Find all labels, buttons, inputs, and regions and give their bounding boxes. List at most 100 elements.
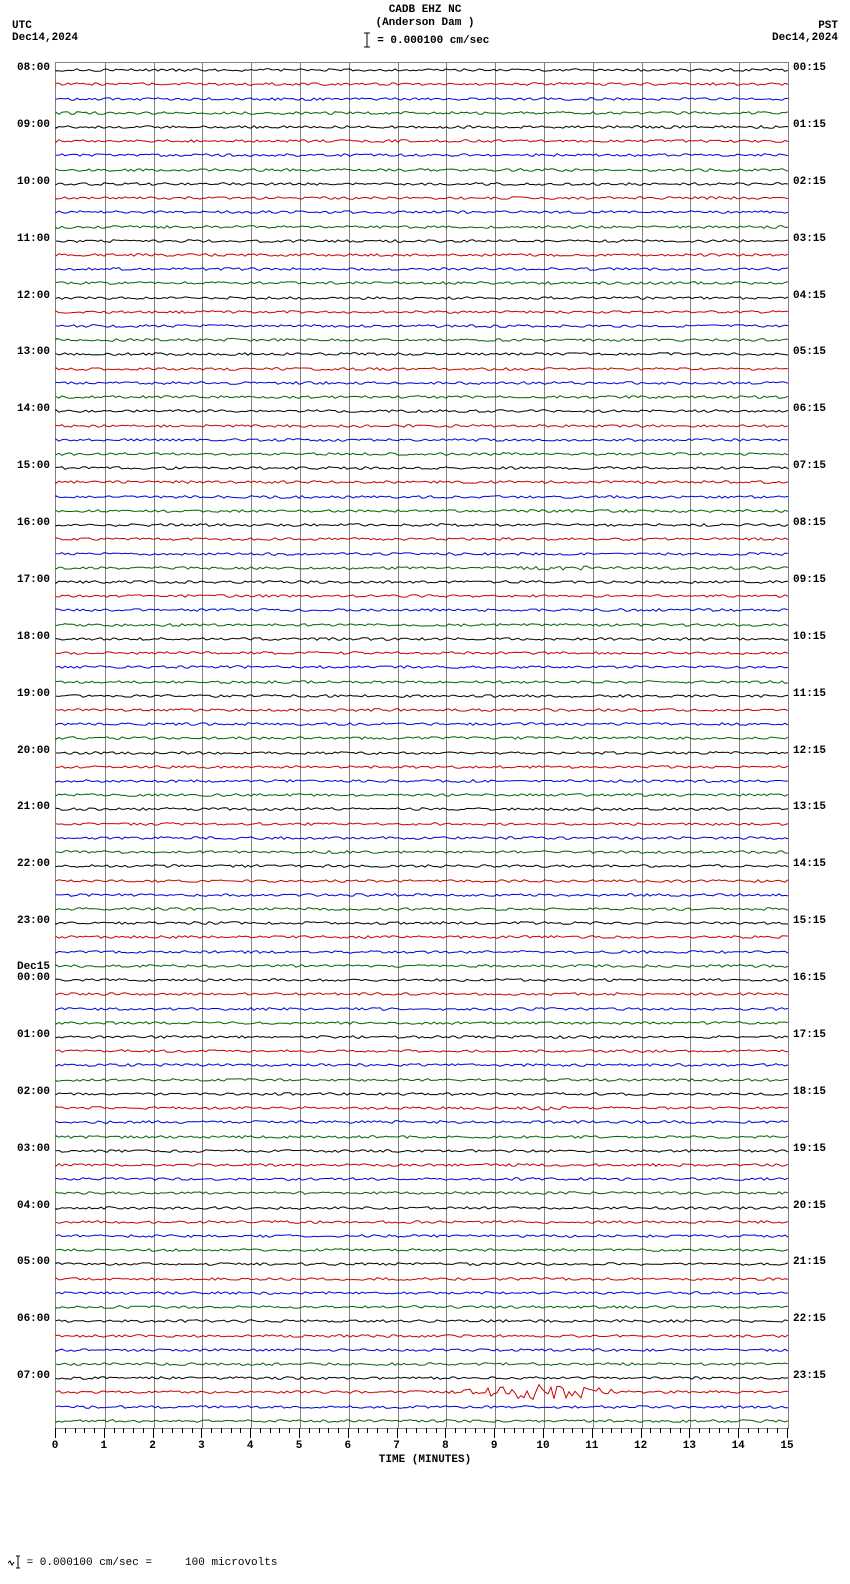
pst-time-label: 23:15 — [793, 1370, 848, 1382]
x-tick-label: 7 — [393, 1440, 400, 1452]
x-tick-major — [397, 1428, 398, 1438]
x-tick-major — [787, 1428, 788, 1438]
x-tick-label: 6 — [344, 1440, 351, 1452]
x-tick-minor — [240, 1428, 241, 1433]
x-tick-minor — [650, 1428, 651, 1433]
x-tick-minor — [631, 1428, 632, 1433]
pst-time-label: 08:15 — [793, 517, 848, 529]
x-tick-major — [299, 1428, 300, 1438]
x-tick-minor — [75, 1428, 76, 1433]
utc-time-label: 21:00 — [0, 801, 50, 813]
x-tick-minor — [182, 1428, 183, 1433]
utc-time-label: 15:00 — [0, 460, 50, 472]
x-tick-minor — [377, 1428, 378, 1433]
seismogram-container: CADB EHZ NC (Anderson Dam ) = 0.000100 c… — [0, 0, 850, 1584]
x-tick-minor — [523, 1428, 524, 1433]
x-tick-major — [250, 1428, 251, 1438]
x-tick-label: 13 — [683, 1440, 696, 1452]
x-tick-minor — [572, 1428, 573, 1433]
day-label: Dec15 — [17, 961, 50, 973]
utc-time-label: 01:00 — [0, 1029, 50, 1041]
x-tick-label: 11 — [585, 1440, 598, 1452]
utc-time-label: 10:00 — [0, 176, 50, 188]
x-tick-minor — [514, 1428, 515, 1433]
footer-scale-icon — [8, 1555, 20, 1569]
pst-time-label: 22:15 — [793, 1313, 848, 1325]
x-tick-minor — [426, 1428, 427, 1433]
pst-time-label: 02:15 — [793, 176, 848, 188]
utc-time-label: 22:00 — [0, 858, 50, 870]
x-tick-minor — [699, 1428, 700, 1433]
pst-time-label: 00:15 — [793, 62, 848, 74]
header: CADB EHZ NC (Anderson Dam ) = 0.000100 c… — [0, 4, 850, 48]
x-tick-minor — [143, 1428, 144, 1433]
x-tick-major — [494, 1428, 495, 1438]
pst-time-label: 18:15 — [793, 1086, 848, 1098]
utc-time-label: 18:00 — [0, 631, 50, 643]
x-tick-minor — [436, 1428, 437, 1433]
pst-time-label: 19:15 — [793, 1143, 848, 1155]
x-tick-minor — [621, 1428, 622, 1433]
pst-time-label: 01:15 — [793, 119, 848, 131]
x-tick-major — [55, 1428, 56, 1438]
x-tick-label: 0 — [52, 1440, 59, 1452]
x-tick-major — [738, 1428, 739, 1438]
pst-time-label: 09:15 — [793, 574, 848, 586]
x-tick-minor — [309, 1428, 310, 1433]
x-tick-minor — [133, 1428, 134, 1433]
scale-indicator: = 0.000100 cm/sec — [0, 32, 850, 48]
scale-bar-icon — [361, 32, 371, 48]
x-tick-minor — [279, 1428, 280, 1433]
utc-time-label: 11:00 — [0, 233, 50, 245]
pst-time-label: 03:15 — [793, 233, 848, 245]
x-tick-major — [641, 1428, 642, 1438]
tz-left: UTC — [12, 20, 78, 32]
x-tick-minor — [114, 1428, 115, 1433]
pst-time-label: 21:15 — [793, 1256, 848, 1268]
pst-time-label: 15:15 — [793, 915, 848, 927]
utc-time-label: 09:00 — [0, 119, 50, 131]
x-tick-minor — [563, 1428, 564, 1433]
x-tick-minor — [680, 1428, 681, 1433]
x-tick-minor — [192, 1428, 193, 1433]
x-tick-major — [348, 1428, 349, 1438]
x-tick-label: 2 — [149, 1440, 156, 1452]
x-tick-minor — [65, 1428, 66, 1433]
x-tick-major — [104, 1428, 105, 1438]
x-tick-label: 8 — [442, 1440, 449, 1452]
x-tick-minor — [319, 1428, 320, 1433]
x-tick-minor — [728, 1428, 729, 1433]
x-tick-minor — [94, 1428, 95, 1433]
x-tick-minor — [328, 1428, 329, 1433]
pst-time-label: 10:15 — [793, 631, 848, 643]
footer: = 0.000100 cm/sec = 100 microvolts — [8, 1555, 277, 1569]
utc-time-label: 16:00 — [0, 517, 50, 529]
x-tick-major — [153, 1428, 154, 1438]
x-tick-label: 5 — [296, 1440, 303, 1452]
x-tick-minor — [748, 1428, 749, 1433]
x-tick-label: 10 — [536, 1440, 549, 1452]
x-tick-minor — [358, 1428, 359, 1433]
station-code: CADB EHZ NC — [0, 4, 850, 17]
pst-time-label: 17:15 — [793, 1029, 848, 1041]
x-tick-label: 12 — [634, 1440, 647, 1452]
pst-time-label: 05:15 — [793, 346, 848, 358]
x-tick-minor — [533, 1428, 534, 1433]
x-tick-minor — [123, 1428, 124, 1433]
x-tick-minor — [416, 1428, 417, 1433]
pst-time-label: 07:15 — [793, 460, 848, 472]
x-tick-minor — [670, 1428, 671, 1433]
utc-time-label: 06:00 — [0, 1313, 50, 1325]
x-tick-minor — [602, 1428, 603, 1433]
scale-text: = 0.000100 cm/sec — [377, 35, 489, 47]
station-location: (Anderson Dam ) — [0, 17, 850, 30]
x-tick-major — [689, 1428, 690, 1438]
x-tick-label: 1 — [100, 1440, 107, 1452]
x-tick-minor — [758, 1428, 759, 1433]
x-tick-minor — [162, 1428, 163, 1433]
utc-time-label: 03:00 — [0, 1143, 50, 1155]
utc-time-label: 00:00 — [0, 972, 50, 984]
utc-time-label: 19:00 — [0, 688, 50, 700]
utc-time-label: 20:00 — [0, 745, 50, 757]
trace-line — [56, 1406, 788, 1436]
